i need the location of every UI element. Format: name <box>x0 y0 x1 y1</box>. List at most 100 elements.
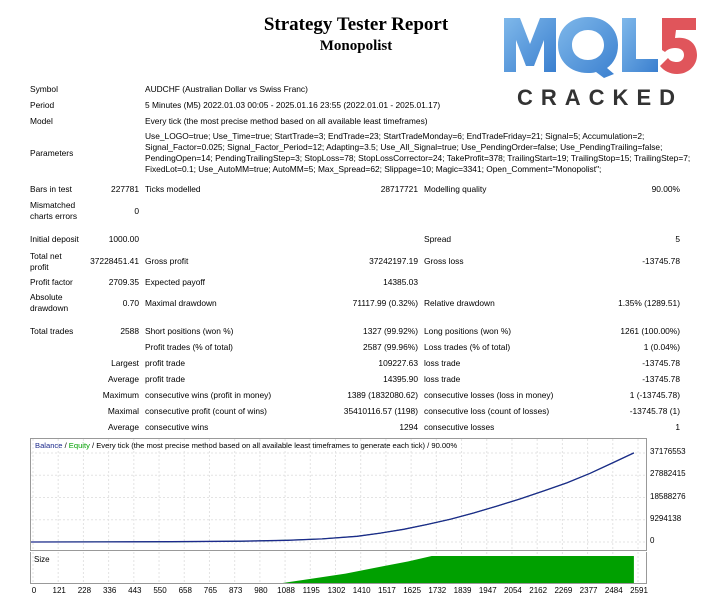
legend-equity: Equity <box>68 441 90 450</box>
max-cl-label: consecutive losses (loss in money) <box>424 390 554 400</box>
pf-label: Profit factor <box>30 277 73 287</box>
x-tick-label: 1947 <box>478 586 497 595</box>
avg-cl-label: consecutive losses <box>424 422 495 432</box>
pt-label: Profit trades (% of total) <box>145 342 233 352</box>
deposit-label: Initial deposit <box>30 234 79 244</box>
maxdd-value: 71117.99 (0.32%) <box>352 298 418 308</box>
maxdd-label: Maximal drawdown <box>145 298 217 308</box>
pf-value: 2709.35 <box>108 277 139 287</box>
reldd-label: Relative drawdown <box>424 298 495 308</box>
average-lt-value: -13745.78 <box>642 374 680 384</box>
x-tick-label: 980 <box>254 586 268 595</box>
x-tick-label: 1517 <box>378 586 396 595</box>
mxl-cl-value: -13745.78 (1) <box>629 406 680 416</box>
spread-label: Spread <box>424 234 452 244</box>
ep-label: Expected payoff <box>145 277 205 287</box>
bars-label: Bars in test <box>30 184 72 194</box>
mql5-cracked-logo: CRACKED <box>504 17 697 110</box>
avg-cw-value: 1294 <box>399 422 418 432</box>
maximal-label: Maximal <box>107 406 139 416</box>
x-tick-label: 1410 <box>352 586 371 595</box>
symbol-label: Symbol <box>30 84 58 94</box>
average-lt-label: loss trade <box>424 374 461 384</box>
x-tick-label: 121 <box>52 586 66 595</box>
short-value: 1327 (99.92%) <box>363 326 418 336</box>
size-chart-svg <box>31 552 639 583</box>
mismatch-label: Mismatched charts errors <box>30 200 78 221</box>
balance-chart-svg <box>31 439 646 550</box>
absdd-value: 0.70 <box>122 298 139 308</box>
model-label: Model <box>30 116 53 126</box>
svg-text:CRACKED: CRACKED <box>517 85 683 110</box>
model-value: Every tick (the most precise method base… <box>145 116 428 126</box>
parameters-label: Parameters <box>30 148 74 158</box>
long-value: 1261 (100.00%) <box>620 326 680 336</box>
largest-lt-value: -13745.78 <box>642 358 680 368</box>
x-tick-label: 765 <box>203 586 218 595</box>
x-tick-label: 1195 <box>302 586 320 595</box>
netprofit-value: 37228451.41 <box>90 256 139 266</box>
y-tick-label: 18588276 <box>650 491 686 501</box>
avg-cw-label: consecutive wins <box>145 422 209 432</box>
x-tick-label: 1302 <box>327 586 346 595</box>
x-tick-label: 2484 <box>604 586 623 595</box>
average-label: Average <box>107 374 139 384</box>
x-tick-label: 2269 <box>554 586 573 595</box>
mxl-cl-label: consecutive loss (count of losses) <box>424 406 550 416</box>
trades-label: Total trades <box>30 326 74 336</box>
x-tick-label: 2054 <box>504 586 522 595</box>
largest-pt-label: profit trade <box>145 358 186 368</box>
x-tick-label: 2377 <box>579 586 598 595</box>
largest-lt-label: loss trade <box>424 358 461 368</box>
pt-value: 2587 (99.96%) <box>363 342 418 352</box>
x-tick-label: 1839 <box>453 586 472 595</box>
y-tick-label: 37176553 <box>650 447 686 456</box>
report-subtitle: Monopolist <box>319 38 393 54</box>
legend-sep: / <box>62 441 69 450</box>
grossprofit-value: 37242197.19 <box>369 256 418 266</box>
average-pt-label: profit trade <box>145 374 186 384</box>
x-tick-label: 2162 <box>529 586 548 595</box>
x-tick-label: 228 <box>77 586 92 595</box>
balance-chart: Balance / Equity / Every tick (the most … <box>30 438 647 551</box>
period-label: Period <box>30 100 55 110</box>
mxl-cp-value: 35410116.57 (1198) <box>343 406 418 416</box>
symbol-value: AUDCHF (Australian Dollar vs Swiss Franc… <box>145 84 308 94</box>
spread-value: 5 <box>675 234 680 244</box>
trades-value: 2588 <box>120 326 139 336</box>
report-title: Strategy Tester Report <box>263 14 449 35</box>
x-tick-label: 873 <box>228 586 243 595</box>
chart-legend: Balance / Equity / Every tick (the most … <box>35 441 457 450</box>
y-tick-label: 0 <box>650 536 655 545</box>
report-header: Strategy Tester Report Monopolist <box>0 14 712 55</box>
maximum-label: Maximum <box>102 390 139 400</box>
max-cw-label: consecutive wins (profit in money) <box>145 390 272 400</box>
mismatch-value: 0 <box>134 206 139 216</box>
reldd-value: 1.35% (1289.51) <box>618 298 680 308</box>
short-label: Short positions (won %) <box>145 326 234 336</box>
max-cl-value: 1 (-13745.78) <box>629 390 680 400</box>
absdd-label: Absolute drawdown <box>30 292 69 313</box>
y-tick-label: 9294138 <box>650 513 682 523</box>
x-tick-label: 443 <box>128 586 142 595</box>
grossloss-value: -13745.78 <box>642 256 680 266</box>
x-tick-label: 2591 <box>630 586 648 595</box>
quality-label: Modelling quality <box>424 184 487 194</box>
avg-cl-value: 1 <box>675 422 680 432</box>
quality-value: 90.00% <box>651 184 680 194</box>
ticks-label: Ticks modelled <box>145 184 201 194</box>
long-label: Long positions (won %) <box>424 326 512 336</box>
x-tick-label: 1732 <box>428 586 447 595</box>
ticks-value: 28717721 <box>380 184 418 194</box>
parameters-value: Use_LOGO=true; Use_Time=true; StartTrade… <box>145 131 691 174</box>
avg2-label: Average <box>107 422 139 432</box>
average-pt-value: 14395.90 <box>383 374 418 384</box>
x-tick-label: 336 <box>102 586 117 595</box>
period-value: 5 Minutes (M5) 2022.01.03 00:05 - 2025.0… <box>145 100 441 110</box>
size-chart: Size <box>30 552 647 584</box>
grossloss-label: Gross loss <box>424 256 464 266</box>
x-tick-label: 658 <box>178 586 192 595</box>
lt-label: Loss trades (% of total) <box>424 342 511 352</box>
x-tick-label: 1625 <box>403 586 422 595</box>
balance-line <box>31 452 635 543</box>
